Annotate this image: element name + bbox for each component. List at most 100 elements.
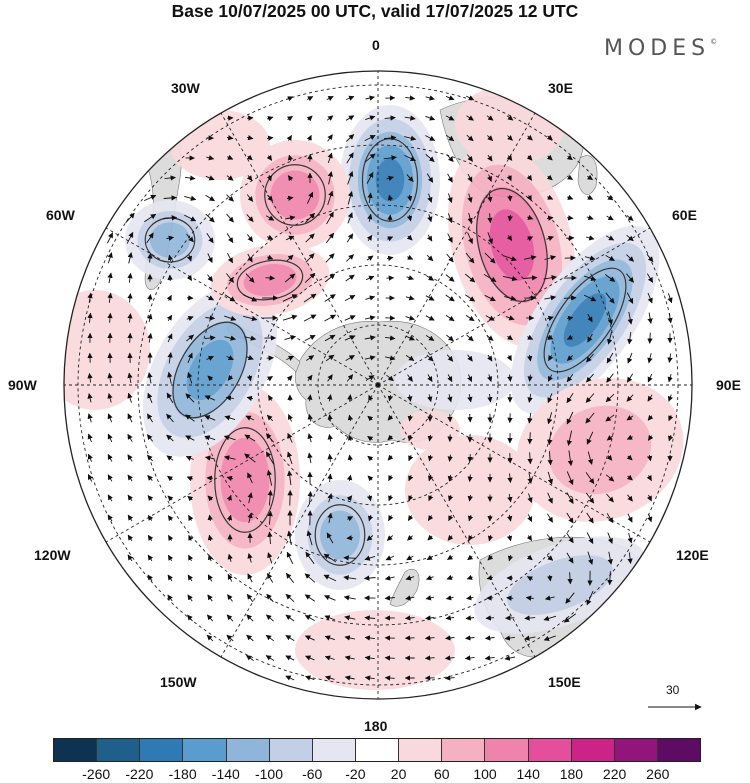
wind-arrow	[486, 115, 494, 121]
wind-arrow	[547, 194, 554, 200]
wind-arrow	[385, 335, 396, 341]
wind-arrow	[243, 294, 258, 302]
wind-arrow	[447, 534, 454, 541]
wind-arrow	[408, 475, 414, 482]
wind-arrow	[286, 355, 295, 361]
wind-arrow	[204, 415, 216, 421]
wind-arrow	[266, 135, 274, 141]
wind-arrow	[185, 414, 195, 422]
wind-arrow	[566, 471, 574, 486]
wind-arrow	[523, 275, 538, 281]
wind-arrow	[546, 154, 553, 161]
wind-arrow	[127, 392, 133, 403]
colorbar-tick-label: -60	[302, 766, 323, 782]
anomaly-neg-110e-inner	[395, 350, 515, 410]
wind-arrow	[127, 313, 133, 323]
wind-arrow	[425, 315, 435, 321]
wind-arrow	[467, 173, 473, 183]
wind-arrow	[384, 655, 395, 661]
wind-arrow	[626, 415, 634, 421]
wind-arrow	[366, 255, 374, 261]
wind-arrow	[367, 192, 373, 204]
wind-arrow	[464, 273, 476, 283]
wind-arrow	[407, 194, 413, 202]
wind-arrow	[465, 635, 475, 641]
wind-arrow	[388, 515, 394, 522]
wind-arrow	[227, 553, 233, 562]
wind-arrow	[546, 555, 554, 561]
wind-arrow	[285, 655, 295, 661]
streamline	[543, 267, 627, 373]
wind-arrow	[525, 595, 534, 601]
wind-arrow	[585, 393, 595, 403]
meridian-line	[220, 112, 379, 386]
colorbar-swatch	[97, 739, 141, 761]
wind-arrow	[344, 335, 356, 341]
wind-arrow	[626, 373, 634, 383]
anomaly-pos-170e	[295, 610, 455, 690]
wind-arrow	[246, 374, 253, 382]
wind-arrow	[267, 254, 274, 260]
wind-arrow	[626, 215, 634, 221]
wind-arrow	[587, 451, 594, 465]
wind-arrow	[585, 235, 595, 241]
wind-arrow	[286, 375, 293, 382]
wind-arrow	[167, 495, 174, 502]
wind-arrow	[323, 553, 337, 563]
wind-arrow	[344, 315, 356, 321]
wind-arrow	[466, 95, 475, 101]
anomaly-pos-40w	[240, 140, 350, 250]
wind-arrow	[507, 194, 513, 202]
modes-logo: MODES©	[604, 36, 717, 61]
wind-arrow	[467, 554, 474, 561]
wind-arrow	[286, 530, 293, 545]
wind-arrow	[467, 374, 473, 383]
wind-arrow	[285, 215, 296, 221]
anomaly-pos-100e	[516, 378, 684, 522]
wind-arrow	[566, 393, 574, 404]
wind-arrow	[127, 534, 134, 542]
wind-arrow	[305, 233, 315, 243]
wind-arrow	[285, 635, 295, 641]
wind-arrow	[167, 352, 173, 364]
wind-arrow	[344, 655, 355, 661]
wind-arrow	[425, 615, 435, 621]
wind-arrow	[527, 514, 533, 523]
wind-arrow	[247, 492, 253, 504]
wind-arrow	[206, 614, 214, 622]
wind-arrow	[246, 395, 254, 402]
wind-arrow	[324, 294, 336, 302]
wind-arrow	[147, 413, 153, 423]
colorbar-tick-label: -100	[254, 766, 284, 782]
anomaly-pos-20w-outer	[170, 110, 270, 180]
wind-arrow	[207, 514, 213, 522]
lon-label-150e: 150E	[548, 674, 581, 690]
wind-arrow	[585, 472, 595, 485]
wind-arrow	[507, 554, 514, 562]
wind-arrow	[486, 335, 494, 341]
wind-arrow	[327, 493, 333, 503]
wind-arrow	[107, 413, 113, 423]
wind-arrow	[306, 115, 313, 122]
wind-arrow	[244, 335, 257, 341]
wind-arrow	[487, 354, 493, 362]
streamline	[264, 164, 326, 226]
wind-arrow	[364, 615, 376, 621]
wind-arrow	[425, 115, 436, 121]
colorbar-swatch	[183, 739, 227, 761]
colorbar-tick-label: 60	[434, 766, 450, 782]
wind-arrow	[384, 575, 395, 581]
wind-arrow	[247, 253, 253, 263]
wind-arrow	[448, 495, 454, 502]
colorbar-tick-label: 20	[390, 766, 407, 782]
wind-arrow	[383, 135, 397, 141]
wind-arrow	[466, 574, 473, 580]
wind-arrow	[487, 534, 494, 542]
wind-arrow	[563, 295, 577, 301]
wind-arrow	[107, 372, 113, 383]
wind-arrow	[386, 535, 394, 541]
anomaly-contour	[548, 405, 652, 495]
wind-arrow	[487, 374, 493, 383]
wind-arrow	[547, 513, 553, 523]
wind-arrow	[365, 275, 375, 281]
